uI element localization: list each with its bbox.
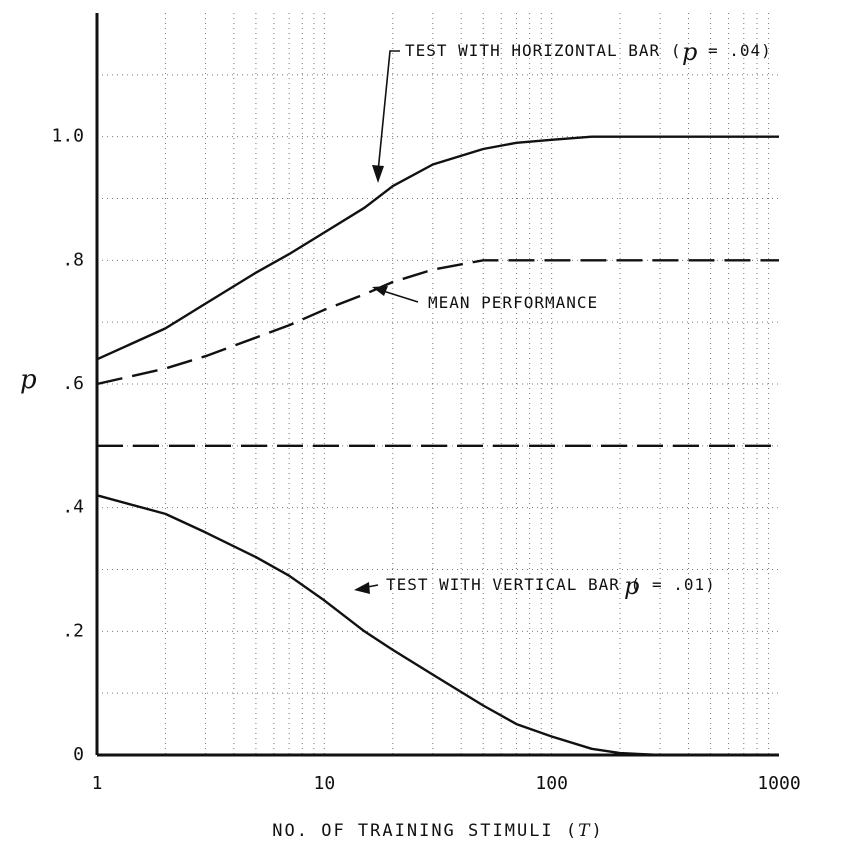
annotation-mean-leader xyxy=(379,289,419,303)
y-tick-label: .6 xyxy=(62,373,84,394)
tick-labels: 1 10 100 1000 0 .2 .4 .6 .8 1.0 xyxy=(51,126,800,794)
x-axis-label-suffix: ) xyxy=(591,821,603,841)
annotation-horizontal-value: = .04) xyxy=(708,41,772,60)
annotation-vertical-value: = .01) xyxy=(652,575,716,594)
annotation-vertical: TEST WITH VERTICAL BAR ( p = .01) xyxy=(354,572,716,600)
series-vertical xyxy=(96,494,779,757)
annotation-horizontal: TEST WITH HORIZONTAL BAR ( p = .04) xyxy=(372,38,772,183)
y-tick-label: 0 xyxy=(73,744,84,765)
grid xyxy=(97,13,779,755)
annotation-vertical-arrowhead xyxy=(354,582,370,594)
series-mean xyxy=(96,259,779,386)
annotation-horizontal-p: p xyxy=(682,38,697,66)
y-tick-label: 1.0 xyxy=(51,126,84,147)
x-axis-label: NO. OF TRAINING STIMULI (T) xyxy=(272,821,603,841)
series-group xyxy=(96,135,779,757)
annotation-horizontal-arrowhead xyxy=(372,165,384,183)
y-tick-label: .4 xyxy=(62,497,84,518)
annotation-horizontal-text: TEST WITH HORIZONTAL BAR ( xyxy=(405,41,681,60)
x-tick-label: 100 xyxy=(535,773,568,794)
y-axis-label: p xyxy=(20,365,37,395)
annotation-vertical-text: TEST WITH VERTICAL BAR ( xyxy=(386,575,641,594)
annotation-mean: MEAN PERFORMANCE xyxy=(372,286,598,312)
y-tick-label: .2 xyxy=(62,620,84,641)
annotation-mean-text: MEAN PERFORMANCE xyxy=(428,293,598,312)
annotation-mean-arrowhead xyxy=(372,286,388,296)
x-axis-label-variable: T xyxy=(578,821,591,841)
y-tick-label: .8 xyxy=(62,249,84,270)
x-tick-label: 1000 xyxy=(757,773,800,794)
series-horizontal xyxy=(96,135,779,361)
x-axis-label-prefix: NO. OF TRAINING STIMULI ( xyxy=(272,821,578,841)
annotation-vertical-p: p xyxy=(624,572,639,600)
x-tick-label: 1 xyxy=(92,773,103,794)
annotation-horizontal-leader xyxy=(377,50,400,173)
x-tick-label: 10 xyxy=(313,773,335,794)
